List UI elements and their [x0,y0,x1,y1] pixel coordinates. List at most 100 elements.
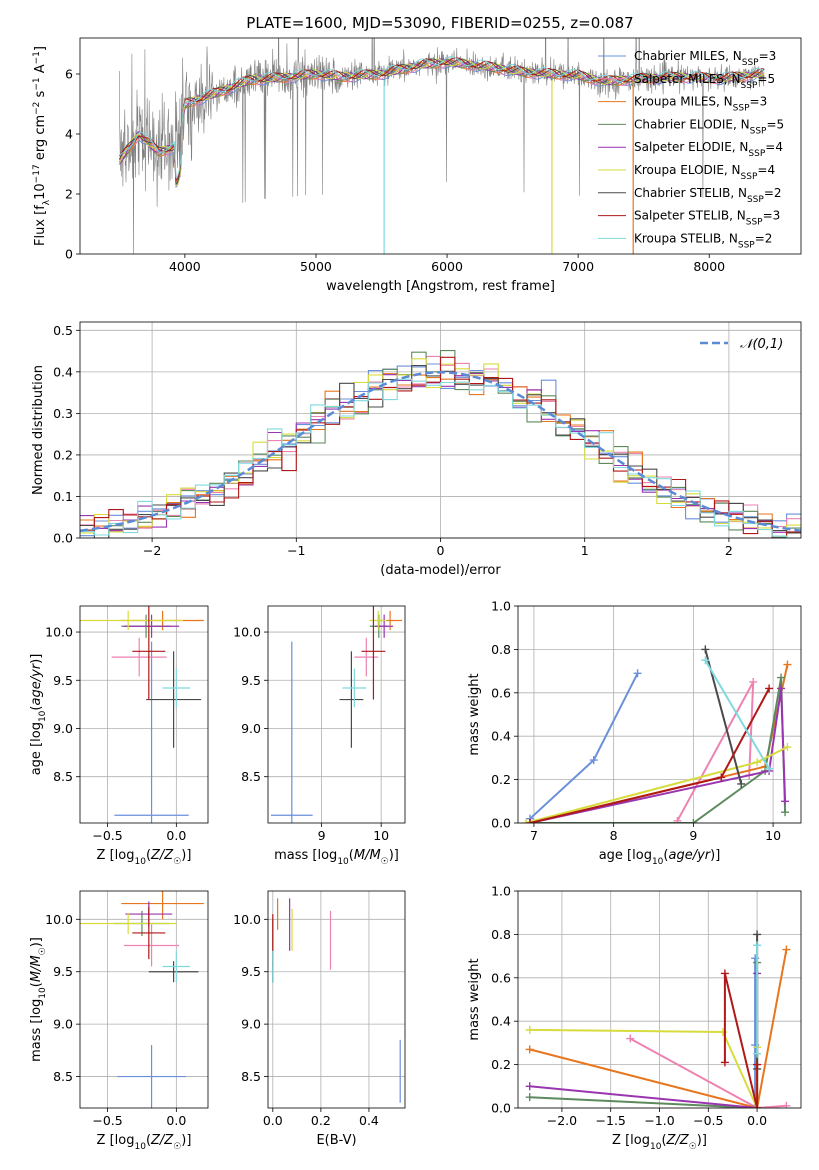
y-tick-label: 0.2 [491,772,511,787]
y-axis-label: Normed distribution [31,365,46,495]
x-tick-label: −1.5 [596,1113,626,1128]
axes-age-vs-Z: −0.5 0.0 8.5 9.0 9.5 10.0 Z [log10(Z/Z☉)] age [… [29,605,209,867]
model-spectrum [119,56,765,178]
y-tick-label: 10.0 [233,625,261,640]
weight-marker [701,645,710,654]
weight-marker [749,677,758,686]
axes-frame-group: 4000 5000 6000 7000 8000 0 2 4 6 Chabrier MILES, … [32,37,802,294]
weight-marker [720,1058,729,1067]
weight-marker [753,941,762,950]
plot-area [80,891,204,1108]
weight-marker [525,1045,534,1054]
x-tick-label: −2 [143,543,161,558]
weight-marker [782,1101,791,1108]
x-tick-label: 6000 [431,259,463,274]
normal-curve [80,371,801,532]
y-tick-label: 0.2 [53,447,73,462]
y-tick-label: 8.5 [53,1069,73,1084]
y-tick-label: 0 [65,247,73,262]
axes-age-vs-mass: 9 10 8.5 9.0 9.5 10.0 mass [log10(M/M☉)] [233,605,406,867]
weight-marker [717,773,726,782]
x-axis-label: mass [log10(M/M☉)] [274,848,399,867]
axes-frame-group: 0.0 0.2 0.4 8.5 9.0 9.5 10.0 E(B-V) [233,890,406,1148]
weight-line [529,949,788,1108]
x-tick-label: 0.4 [359,1113,379,1128]
weight-marker [673,816,682,823]
weight-line [723,973,759,1108]
axes-frame [267,605,406,824]
model-spectrum [118,60,765,184]
y-tick-label: 0.6 [491,685,511,700]
plot-area [270,606,403,823]
legend-entry: Chabrier STELIB, NSSP=2 [634,186,782,205]
weight-marker [525,1093,534,1102]
y-tick-label: 1.0 [491,599,511,614]
x-tick-label: −0.5 [92,1113,122,1128]
weight-line [704,659,770,770]
y-tick-label: 9.5 [53,673,73,688]
x-tick-label: 8000 [693,259,725,274]
weight-marker [525,1082,534,1091]
x-tick-label: 10 [765,828,781,843]
weight-marker [777,684,786,693]
plot-area [80,350,801,538]
x-tick-label: −0.5 [693,1113,723,1128]
x-tick-label: 5000 [300,259,332,274]
legend-entry: Chabrier ELODIE, NSSP=5 [634,117,784,136]
axes-frame-group: 7 8 9 10 0.0 0.2 0.4 0.6 0.8 1.0 age [log10(age/yr… [467,599,802,867]
x-tick-label: −1.0 [644,1113,674,1128]
weight-marker [525,819,534,823]
y-tick-label: 8.5 [53,769,73,784]
legend-entry: Salpeter ELODIE, NSSP=4 [634,140,783,159]
y-tick-label: 10.0 [45,912,73,927]
y-tick-label: 9.0 [53,721,73,736]
plot-area [272,898,401,1103]
y-tick-label: 0.3 [53,406,73,421]
weight-marker [589,756,598,765]
weight-marker [753,930,762,939]
model-spectrum [118,57,765,182]
weight-marker [753,758,762,767]
y-tick-label: 0.2 [491,1057,511,1072]
y-axis-label: mass weight [467,958,482,1040]
axes-spectrum: 4000 5000 6000 7000 8000 0 2 4 6 Chabrier MILES, … [32,37,802,294]
axes-frame [517,605,802,824]
axes-mass-vs-EBV: 0.0 0.2 0.4 8.5 9.0 9.5 10.0 E(B-V) [233,890,406,1148]
y-tick-label: 9.5 [241,964,261,979]
y-tick-label: 6 [65,67,73,82]
axes-frame-group: 9 10 8.5 9.0 9.5 10.0 mass [log10(M/M☉)] [233,605,406,867]
y-tick-label: 1.0 [491,884,511,899]
weight-marker [753,1060,762,1069]
x-axis-label: age [log10(age/yr)] [599,848,721,867]
plot-area [118,38,765,254]
weight-marker [521,819,530,823]
model-spectrum [118,58,765,187]
x-axis-label: (data-model)/error [380,563,501,578]
x-axis-label: Z [log10(Z/Z☉)] [612,1133,707,1152]
legend-entry: Kroupa ELODIE, NSSP=4 [634,163,775,182]
y-axis-label: mass weight [467,673,482,755]
x-tick-label: 9 [318,828,326,843]
y-tick-label: 9.5 [241,673,261,688]
y-tick-label: 10.0 [233,912,261,927]
x-axis-label: E(B-V) [316,1133,356,1148]
y-tick-label: 8.5 [241,769,261,784]
figure-title: PLATE=1600, MJD=53090, FIBERID=0255, z=0… [246,14,633,32]
weight-marker [633,669,642,678]
weight-line [629,1037,787,1108]
axes-background [80,606,208,823]
y-axis-label: Flux [fλ10−17 erg cm−2 s−1 A−1] [32,46,52,246]
weight-marker [753,1049,762,1058]
weight-line [529,688,787,823]
x-axis-label: Z [log10(Z/Z☉)] [97,1133,192,1152]
x-tick-label: 8 [610,828,618,843]
legend-entry: Chabrier MILES, NSSP=3 [634,49,776,68]
x-tick-label: 0.0 [747,1113,767,1128]
weight-marker [689,819,698,823]
y-tick-label: 0.4 [491,1014,511,1029]
legend-entry: 𝒩(0,1) [740,337,783,352]
y-tick-label: 0.5 [53,323,73,338]
axes-background [268,606,405,823]
x-axis-label: Z [log10(Z/Z☉)] [97,848,192,867]
axes-frame [79,605,209,824]
